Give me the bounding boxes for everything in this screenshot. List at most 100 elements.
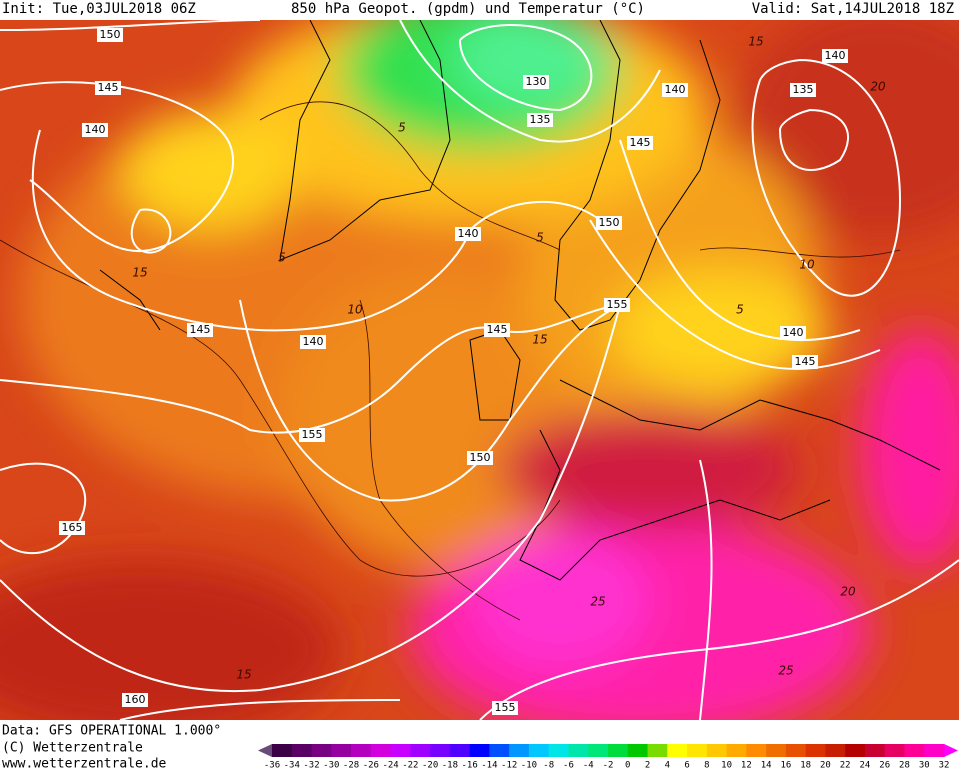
colorbar-label: -16 [462, 761, 478, 770]
colorbar-cell [469, 744, 490, 757]
colorbar-cell [489, 744, 510, 757]
geopotential-label: 155 [302, 428, 323, 441]
label-box [780, 326, 806, 340]
geopotential-label: 150 [100, 28, 121, 41]
temperature-label: 20 [840, 585, 856, 599]
colorbar-label: -24 [382, 761, 398, 770]
colorbar-label: -28 [343, 761, 359, 770]
colorbar-label: 32 [939, 761, 950, 770]
geopotential-label: 145 [190, 323, 211, 336]
colorbar-cell [884, 744, 905, 757]
temperature-label: 15 [748, 35, 763, 49]
colorbar-cell [370, 744, 392, 757]
geopotential-label: 155 [607, 298, 628, 311]
colorbar-cell [746, 744, 767, 757]
colorbar-label: 30 [919, 761, 930, 770]
temperature-label: 10 [347, 303, 363, 317]
colorbar-label: -34 [284, 761, 300, 770]
colorbar-cell [766, 744, 787, 757]
colorbar-cell [311, 744, 332, 757]
colorbar-label: 12 [741, 761, 752, 770]
temperature-label: 20 [870, 80, 886, 94]
temperature-label: 25 [778, 664, 793, 678]
label-box [97, 28, 123, 42]
label-box [455, 227, 481, 241]
map-title: 850 hPa Geopot. (gpdm) und Temperatur (°… [291, 1, 645, 17]
geopotential-label: 145 [487, 323, 508, 336]
valid-time: Valid: Sat,14JUL2018 18Z [752, 1, 954, 17]
colorbar-cell [687, 744, 708, 757]
colorbar-label: 0 [625, 761, 630, 770]
colorbar-arrow-right [944, 744, 958, 757]
geopotential-label: 140 [458, 227, 479, 240]
label-box [523, 75, 549, 89]
label-box [82, 123, 108, 137]
colorbar-cell [568, 744, 589, 757]
colorbar-label: -6 [563, 761, 574, 770]
colorbar-label: -14 [481, 761, 497, 770]
label-box [627, 136, 653, 150]
geopotential-labels: 1501451401301351401401351451401501551451… [59, 28, 848, 715]
label-box [596, 216, 622, 230]
temperature-label: 25 [590, 595, 605, 609]
label-box [822, 49, 848, 63]
geopotential-isolines [0, 20, 959, 720]
colorbar-cell [449, 744, 471, 757]
colorbar-cell [410, 744, 431, 757]
colorbar-cell [785, 744, 807, 757]
label-box [662, 83, 688, 97]
colorbar-label: -18 [442, 761, 458, 770]
colorbar-label: 18 [800, 761, 811, 770]
temperature-label: 5 [278, 251, 286, 265]
colorbar-label: 2 [645, 761, 650, 770]
colorbar-label: -26 [363, 761, 379, 770]
colorbar-cell [904, 744, 925, 757]
label-box [790, 83, 816, 97]
geopotential-label: 145 [630, 136, 651, 149]
geopotential-label: 165 [62, 521, 83, 534]
colorbar-cell [291, 744, 313, 757]
colorbar-label: 20 [820, 761, 831, 770]
geopotential-label: 140 [303, 335, 324, 348]
colorbar-cell [845, 744, 866, 757]
label-box [122, 693, 148, 707]
colorbar-cell [528, 744, 550, 757]
init-time: Init: Tue,03JUL2018 06Z [2, 1, 196, 17]
geopotential-label: 140 [85, 123, 106, 136]
colorbar-cell [509, 744, 530, 757]
label-box [492, 701, 518, 715]
colorbar-label: 14 [761, 761, 772, 770]
colorbar-label: -30 [323, 761, 339, 770]
colorbar-cell [588, 744, 609, 757]
label-box [300, 335, 326, 349]
temperature-label: 5 [736, 303, 744, 317]
temperature-label: 10 [799, 258, 815, 272]
temperature-label: 15 [132, 266, 147, 280]
colorbar-cell [608, 744, 629, 757]
geopotential-label: 140 [825, 49, 846, 62]
colorbar-label: 8 [704, 761, 709, 770]
colorbar-label: 22 [840, 761, 851, 770]
colorbar-cell [825, 744, 846, 757]
colorbar: -36 -34 -32 -30 -28 -26 -24 -22 -20 -18 -16 -14 -12-… [258, 744, 958, 770]
colorbar-arrow-left [258, 744, 272, 757]
colorbar-label: 6 [684, 761, 689, 770]
colorbar-label: -32 [303, 761, 319, 770]
colorbar-label: -20 [422, 761, 438, 770]
colorbar-label: 28 [899, 761, 910, 770]
label-box [95, 81, 121, 95]
colorbar-label: 4 [665, 761, 670, 770]
colorbar-cell [647, 744, 668, 757]
colorbar-cell [805, 744, 826, 757]
colorbar-cell [430, 744, 451, 757]
copyright: (C) Wetterzentrale [2, 741, 143, 756]
colorbar-cell [331, 744, 352, 757]
label-box [467, 451, 493, 465]
colorbar-label: -8 [543, 761, 554, 770]
data-source: Data: GFS OPERATIONAL 1.000° [2, 724, 221, 739]
colorbar-label: -22 [402, 761, 418, 770]
colorbar-cell [706, 744, 728, 757]
geopotential-label: 150 [599, 216, 620, 229]
geopotential-label: 135 [793, 83, 814, 96]
